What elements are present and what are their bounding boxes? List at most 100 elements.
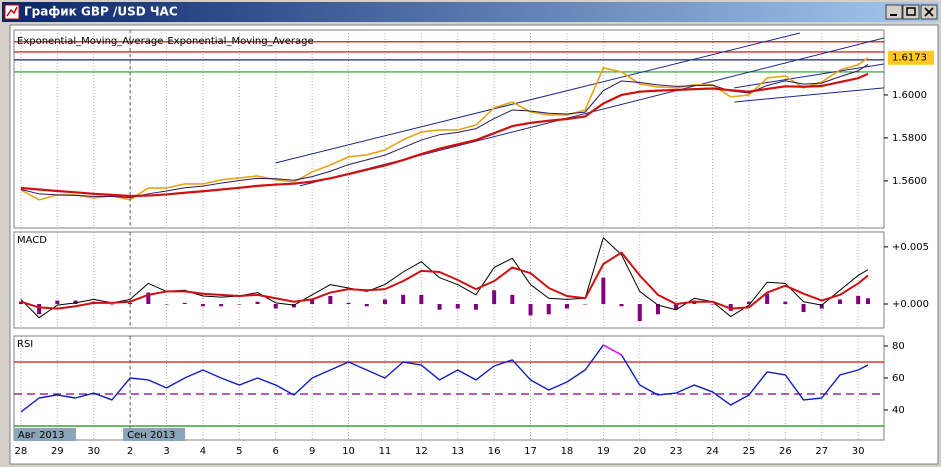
minimize-button[interactable]: [885, 4, 903, 20]
series-line: [20, 237, 869, 319]
histogram-bar: [310, 299, 315, 304]
last-price-box: [888, 50, 934, 65]
histogram-bar: [528, 304, 533, 316]
x-tick-label: 16: [488, 446, 501, 457]
histogram-bar: [73, 300, 78, 304]
histogram-bar: [237, 304, 242, 305]
x-tick-label: 2: [127, 446, 133, 457]
histogram-bar: [382, 299, 387, 304]
legend-entry: Exponential_Moving_Average: [17, 36, 163, 47]
histogram-bar: [364, 304, 369, 307]
plot: [14, 336, 884, 440]
histogram-bar: [164, 304, 169, 305]
histogram-bar: [728, 304, 733, 311]
title-bar: [2, 2, 939, 22]
histogram-bar: [291, 304, 296, 308]
histogram-bar: [546, 304, 551, 315]
x-tick-label: 12: [415, 446, 428, 457]
histogram-bar: [18, 301, 23, 304]
histogram-bar: [765, 293, 770, 304]
x-tick-label: 24: [706, 446, 719, 457]
histogram-bar: [601, 277, 606, 304]
panel-title: RSI: [17, 339, 33, 350]
legend-entry: Exponential_Moving_Average: [167, 36, 313, 47]
window-title: График GBP /USD ЧАС: [24, 5, 178, 19]
histogram-bar: [109, 304, 114, 305]
trend-line: [734, 87, 884, 103]
histogram-bar: [146, 292, 151, 304]
histogram-bar: [837, 299, 842, 304]
y-tick-label: +0.005: [892, 242, 929, 253]
x-tick-label: 26: [779, 446, 792, 457]
histogram-bar: [746, 301, 751, 304]
x-tick-label: 11: [379, 446, 392, 457]
histogram-bar: [619, 304, 624, 307]
y-tick-label: 40: [892, 405, 905, 416]
histogram-bar: [783, 301, 788, 304]
histogram-bar: [674, 304, 679, 310]
period-label: Сен 2013: [127, 430, 175, 441]
x-tick-label: 3: [163, 446, 169, 457]
x-tick-label: 25: [743, 446, 756, 457]
series-line: [20, 57, 869, 201]
x-tick-label: 19: [597, 446, 610, 457]
app-icon-glyph: [6, 6, 18, 17]
histogram-bar: [865, 298, 870, 304]
histogram-bar: [655, 304, 660, 315]
x-tick-label: 17: [524, 446, 537, 457]
x-tick-label: 27: [815, 446, 828, 457]
overbought-segment: [602, 344, 622, 356]
histogram-bar: [328, 296, 333, 304]
histogram-bar: [510, 294, 515, 304]
x-tick-label: 10: [342, 446, 355, 457]
histogram-bar: [710, 304, 715, 305]
period-label-box: [123, 428, 186, 441]
histogram-bar: [401, 294, 406, 304]
period-label: Авг 2013: [18, 430, 65, 441]
trend-line: [734, 63, 884, 89]
panel-title: MACD: [17, 235, 47, 246]
histogram-bar: [128, 302, 133, 304]
histogram-bar: [492, 290, 497, 304]
histogram-bar: [473, 304, 478, 310]
maximize-button[interactable]: [902, 4, 920, 20]
x-tick-label: 6: [273, 446, 279, 457]
histogram-bar: [583, 304, 588, 305]
x-tick-label: 28: [15, 446, 28, 457]
histogram-bar: [419, 294, 424, 304]
histogram-bar: [856, 296, 861, 304]
period-label-box: [13, 428, 76, 441]
y-tick-label: 80: [892, 341, 905, 352]
close-button[interactable]: [920, 4, 938, 20]
histogram-bar: [37, 304, 42, 315]
series-line: [20, 72, 869, 198]
x-tick-label: 30: [852, 446, 865, 457]
histogram-bar: [564, 304, 569, 309]
panel: [13, 335, 885, 441]
histogram-bar: [255, 301, 260, 304]
x-tick-label: 20: [633, 446, 646, 457]
y-tick-label: 1.6000: [892, 90, 927, 101]
histogram-bar: [273, 304, 278, 309]
histogram-bar: [637, 304, 642, 322]
x-tick-label: 23: [670, 446, 683, 457]
x-tick-label: 5: [236, 446, 242, 457]
x-tick-label: 13: [451, 446, 464, 457]
series-line: [20, 251, 869, 310]
plot: [14, 30, 884, 228]
series-line: [20, 344, 869, 413]
x-tick-label: 18: [561, 446, 574, 457]
histogram-bar: [200, 304, 205, 307]
x-tick-label: 9: [309, 446, 315, 457]
y-tick-label: +0.000: [892, 299, 929, 310]
plot: [18, 232, 870, 328]
histogram-bar: [801, 304, 806, 312]
histogram-bar: [455, 304, 460, 309]
x-tick-label: 29: [51, 446, 64, 457]
x-tick-label: 4: [200, 446, 206, 457]
histogram-bar: [219, 304, 224, 307]
histogram-bar: [346, 302, 351, 304]
x-tick-label: 30: [87, 446, 100, 457]
trend-line: [275, 32, 801, 164]
